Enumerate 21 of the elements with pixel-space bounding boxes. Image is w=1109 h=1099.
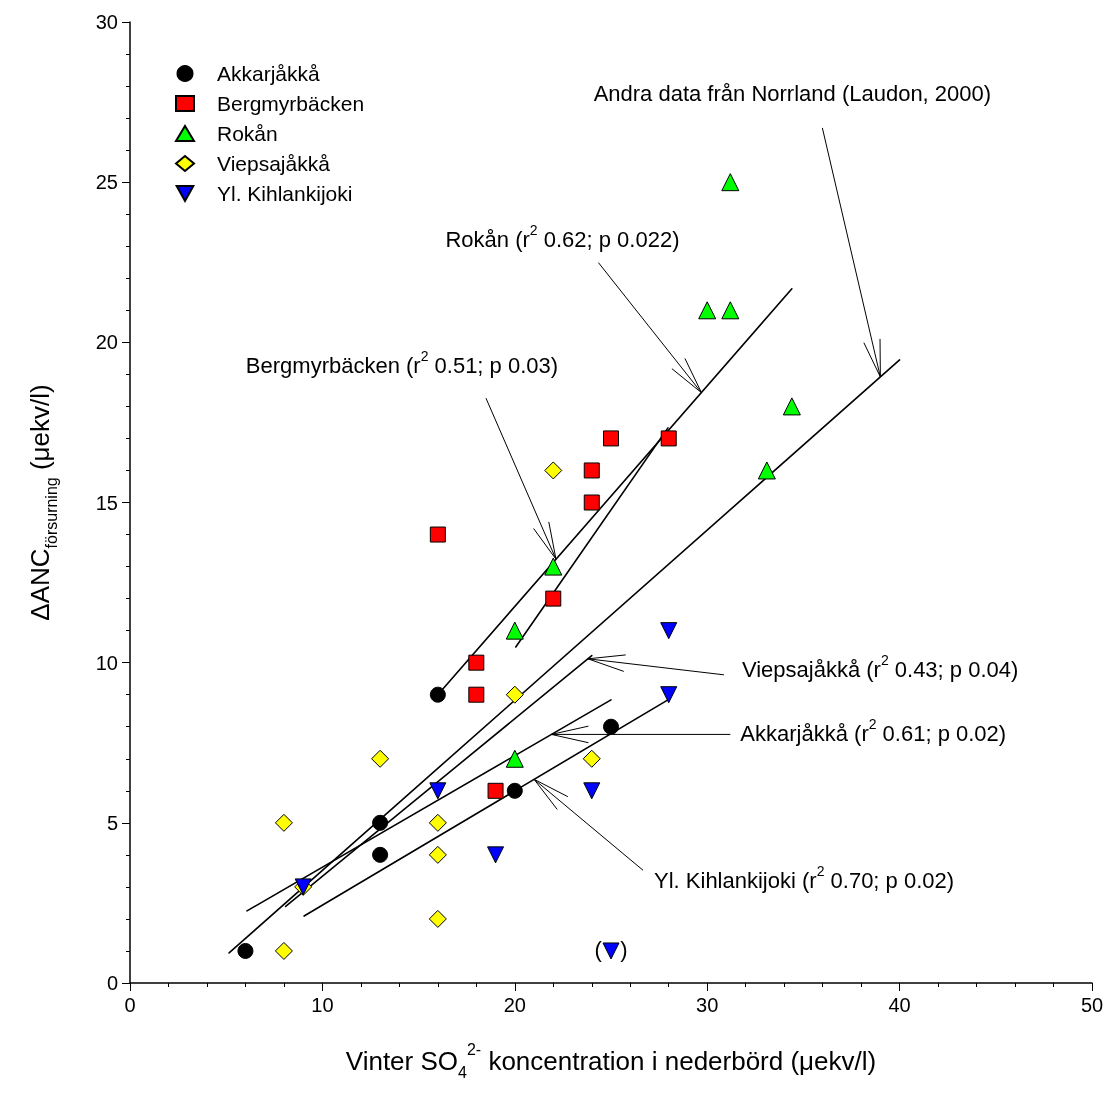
x-tick-label: 0 bbox=[124, 994, 136, 1016]
y-axis-title: ΔANCförsurning (μekv/l) bbox=[25, 384, 60, 621]
legend-label: Bergmyrbäcken bbox=[217, 92, 365, 115]
y-tick-label: 10 bbox=[95, 651, 118, 674]
y-tick-label: 5 bbox=[106, 811, 118, 834]
legend-label: Rokån bbox=[217, 122, 278, 145]
y-tick-label: 0 bbox=[106, 972, 118, 994]
legend-label: Yl. Kihlankijoki bbox=[217, 182, 353, 205]
annotation: Andra data från Norrland (Laudon, 2000) bbox=[593, 81, 992, 107]
x-tick-label: 20 bbox=[503, 994, 526, 1016]
x-tick-label: 50 bbox=[1080, 994, 1104, 1016]
y-tick-label: 25 bbox=[95, 171, 118, 194]
x-tick-label: 30 bbox=[696, 994, 719, 1016]
x-tick-label: 10 bbox=[311, 994, 334, 1016]
legend-label: Viepsajåkkå bbox=[217, 152, 331, 175]
legend-label: Akkarjåkkå bbox=[217, 62, 321, 85]
annotation: ( ) bbox=[594, 937, 628, 963]
x-tick-label: 40 bbox=[888, 994, 911, 1016]
y-tick-label: 15 bbox=[95, 491, 118, 514]
y-tick-label: 30 bbox=[95, 11, 118, 33]
y-tick-label: 20 bbox=[95, 331, 118, 354]
